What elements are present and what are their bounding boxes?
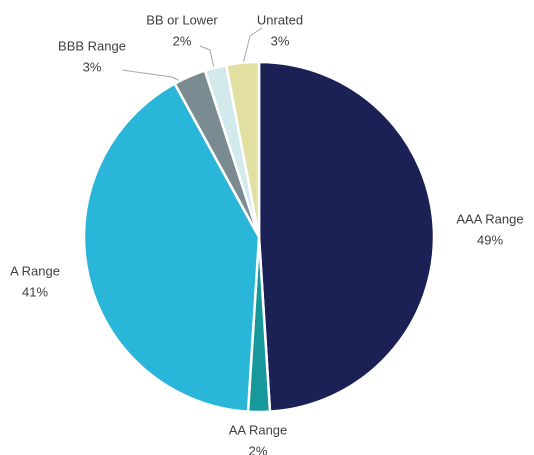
slice-value: 3% <box>271 33 290 48</box>
slice-label: A Range <box>10 263 60 278</box>
pie-slice <box>257 60 436 413</box>
slice-value: 2% <box>173 33 192 48</box>
leader-line <box>199 45 215 69</box>
slice-label: BB or Lower <box>146 12 218 27</box>
slice-label: AA Range <box>229 422 288 437</box>
slice-value: 49% <box>477 232 503 247</box>
slice-value: 41% <box>22 284 48 299</box>
slice-label: AAA Range <box>456 211 523 226</box>
pie-slice <box>224 60 261 238</box>
leader-line <box>242 27 263 65</box>
slice-value: 3% <box>83 59 102 74</box>
slice-label: BBB Range <box>58 38 126 53</box>
slice-value: 2% <box>249 443 268 455</box>
slice-label: Unrated <box>257 12 303 27</box>
pie-slice <box>82 81 261 413</box>
